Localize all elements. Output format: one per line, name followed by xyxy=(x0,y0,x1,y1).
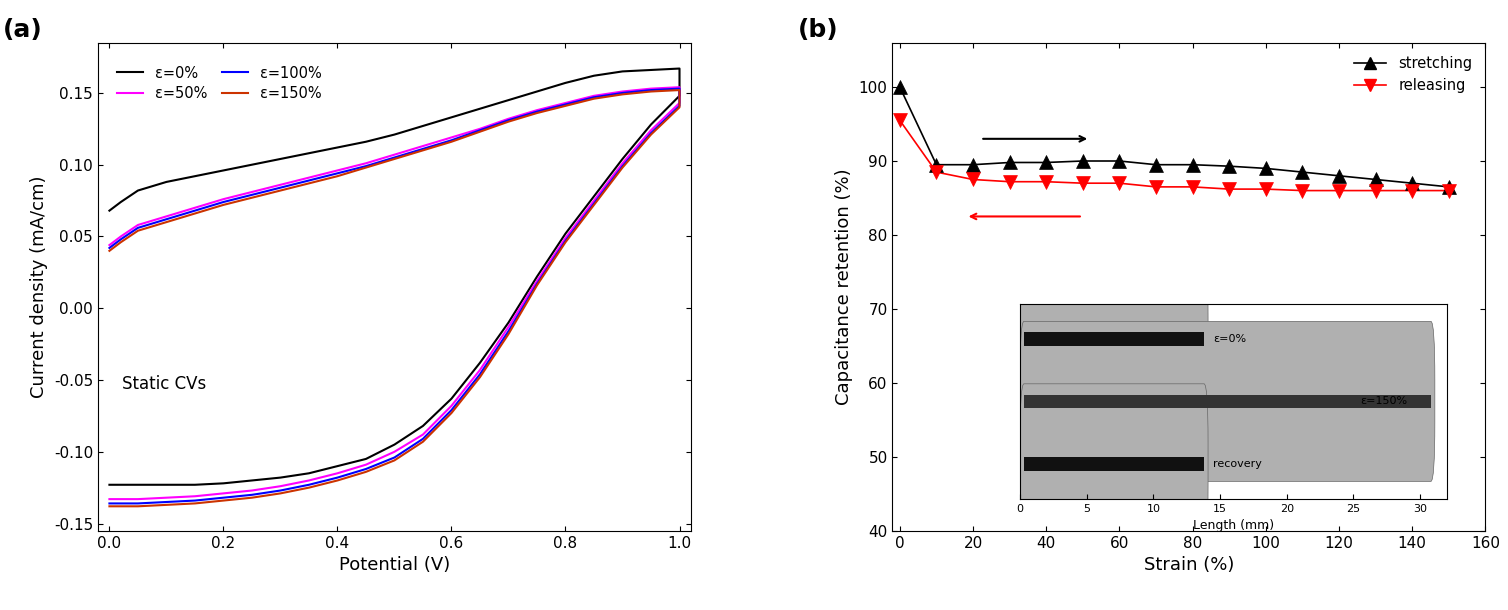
Point xyxy=(1107,178,1131,188)
Point xyxy=(1253,163,1277,173)
Point xyxy=(1217,184,1241,194)
X-axis label: Potential (V): Potential (V) xyxy=(339,556,449,574)
Point xyxy=(1363,185,1387,195)
Point xyxy=(1327,185,1351,195)
X-axis label: Strain (%): Strain (%) xyxy=(1143,556,1234,574)
Point xyxy=(1253,184,1277,194)
Point xyxy=(924,160,949,170)
Legend: ε=0%, ε=50%, ε=100%, ε=150%: ε=0%, ε=50%, ε=100%, ε=150% xyxy=(112,60,327,107)
Point xyxy=(924,167,949,177)
Point xyxy=(1071,156,1095,166)
Text: (b): (b) xyxy=(798,18,838,42)
Point xyxy=(1145,182,1169,192)
Point xyxy=(1327,171,1351,181)
Point xyxy=(1181,182,1205,192)
Point xyxy=(1291,185,1315,195)
Point xyxy=(888,82,912,92)
Point xyxy=(1217,161,1241,171)
Point xyxy=(1437,185,1461,195)
Y-axis label: Current density (mA/cm): Current density (mA/cm) xyxy=(30,176,48,398)
Point xyxy=(1145,160,1169,170)
Text: Static CVs: Static CVs xyxy=(122,375,207,393)
Point xyxy=(997,177,1021,187)
Point xyxy=(1034,157,1059,167)
Point xyxy=(1034,177,1059,187)
Point xyxy=(961,174,985,184)
Point xyxy=(1071,178,1095,188)
Y-axis label: Capacitance retention (%): Capacitance retention (%) xyxy=(835,168,854,405)
Point xyxy=(961,160,985,170)
Point xyxy=(1399,178,1424,188)
Point xyxy=(1363,174,1387,184)
Point xyxy=(1181,160,1205,170)
Point xyxy=(1399,185,1424,195)
Legend: stretching, releasing: stretching, releasing xyxy=(1348,50,1478,99)
Point xyxy=(997,157,1021,167)
Point xyxy=(1437,182,1461,192)
Text: (a): (a) xyxy=(3,18,42,42)
Point xyxy=(1107,156,1131,166)
Point xyxy=(1291,167,1315,177)
Point xyxy=(888,115,912,125)
